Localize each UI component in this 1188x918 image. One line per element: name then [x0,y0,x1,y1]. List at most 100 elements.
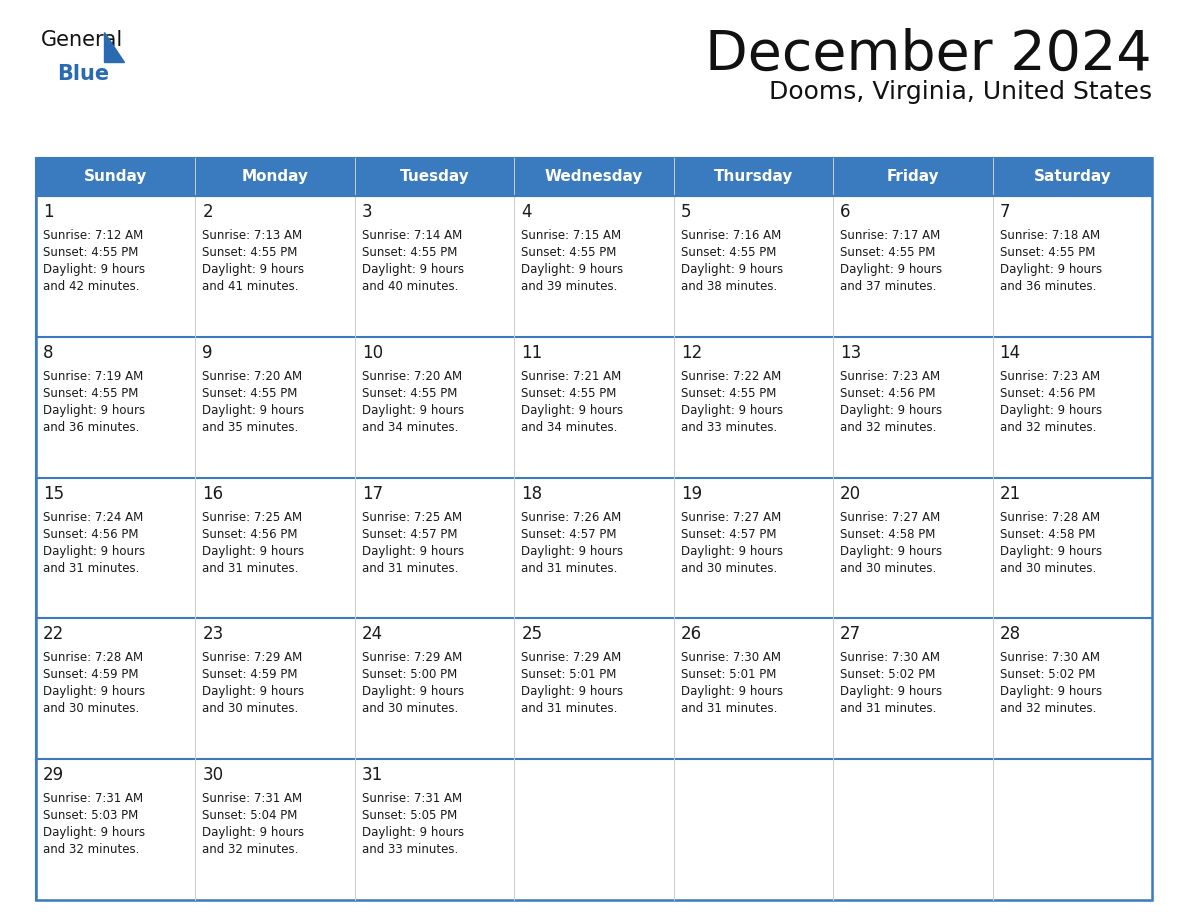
Text: 21: 21 [999,485,1020,502]
Text: Sunset: 4:58 PM: Sunset: 4:58 PM [840,528,935,541]
Text: Sunset: 5:01 PM: Sunset: 5:01 PM [681,668,776,681]
Text: Sunset: 4:55 PM: Sunset: 4:55 PM [202,246,298,259]
Bar [355,619,514,759]
Text: Daylight: 9 hours: Daylight: 9 hours [362,826,465,839]
Bar [514,759,674,900]
Text: Sunrise: 7:12 AM: Sunrise: 7:12 AM [43,229,144,242]
Text: Sunset: 4:59 PM: Sunset: 4:59 PM [43,668,139,681]
Bar [196,337,355,477]
Bar [36,337,196,477]
Text: 13: 13 [840,344,861,362]
Bar [196,759,355,900]
Bar [514,196,674,337]
Text: Saturday: Saturday [1034,170,1111,185]
Bar [36,759,196,900]
Text: Sunset: 4:55 PM: Sunset: 4:55 PM [840,246,935,259]
Text: and 31 minutes.: and 31 minutes. [362,562,459,575]
Text: Sunset: 4:58 PM: Sunset: 4:58 PM [999,528,1095,541]
Text: and 32 minutes.: and 32 minutes. [840,420,936,434]
Text: 5: 5 [681,203,691,221]
Text: Daylight: 9 hours: Daylight: 9 hours [522,544,624,557]
Text: and 32 minutes.: and 32 minutes. [43,844,139,856]
Text: Daylight: 9 hours: Daylight: 9 hours [840,263,942,276]
Text: Friday: Friday [886,170,940,185]
Text: Sunrise: 7:28 AM: Sunrise: 7:28 AM [999,510,1100,523]
Text: and 39 minutes.: and 39 minutes. [522,280,618,293]
Text: Sunrise: 7:17 AM: Sunrise: 7:17 AM [840,229,941,242]
Text: Daylight: 9 hours: Daylight: 9 hours [43,826,145,839]
Text: and 30 minutes.: and 30 minutes. [202,702,298,715]
Text: Sunset: 4:55 PM: Sunset: 4:55 PM [681,386,776,400]
Text: Blue: Blue [57,64,109,84]
Text: and 30 minutes.: and 30 minutes. [362,702,459,715]
Text: Sunset: 4:55 PM: Sunset: 4:55 PM [999,246,1095,259]
Text: and 42 minutes.: and 42 minutes. [43,280,139,293]
Text: Daylight: 9 hours: Daylight: 9 hours [522,686,624,699]
Bar [674,619,833,759]
Text: Daylight: 9 hours: Daylight: 9 hours [681,544,783,557]
Text: Daylight: 9 hours: Daylight: 9 hours [999,404,1101,417]
Text: and 37 minutes.: and 37 minutes. [840,280,936,293]
Text: and 35 minutes.: and 35 minutes. [202,420,298,434]
Text: Daylight: 9 hours: Daylight: 9 hours [681,686,783,699]
Text: and 31 minutes.: and 31 minutes. [43,562,139,575]
Text: 9: 9 [202,344,213,362]
Text: Sunset: 4:56 PM: Sunset: 4:56 PM [43,528,139,541]
Bar [196,196,355,337]
Text: Daylight: 9 hours: Daylight: 9 hours [43,263,145,276]
Bar [992,759,1152,900]
Text: Sunset: 4:56 PM: Sunset: 4:56 PM [999,386,1095,400]
Bar [833,337,992,477]
Text: 22: 22 [43,625,64,644]
Text: 28: 28 [999,625,1020,644]
Text: Sunset: 5:02 PM: Sunset: 5:02 PM [840,668,935,681]
Text: Sunset: 4:56 PM: Sunset: 4:56 PM [202,528,298,541]
Bar [355,337,514,477]
Text: Sunrise: 7:21 AM: Sunrise: 7:21 AM [522,370,621,383]
Bar [833,619,992,759]
Text: 31: 31 [362,767,383,784]
Bar [992,337,1152,477]
Text: Daylight: 9 hours: Daylight: 9 hours [202,544,304,557]
Text: Sunset: 5:02 PM: Sunset: 5:02 PM [999,668,1095,681]
Text: 30: 30 [202,767,223,784]
Text: Sunset: 4:55 PM: Sunset: 4:55 PM [681,246,776,259]
Text: and 32 minutes.: and 32 minutes. [999,702,1097,715]
Text: and 34 minutes.: and 34 minutes. [522,420,618,434]
Text: Daylight: 9 hours: Daylight: 9 hours [681,404,783,417]
Text: Sunday: Sunday [84,170,147,185]
Text: Sunrise: 7:30 AM: Sunrise: 7:30 AM [840,652,940,665]
Text: Sunset: 4:55 PM: Sunset: 4:55 PM [522,386,617,400]
Text: Sunrise: 7:22 AM: Sunrise: 7:22 AM [681,370,781,383]
Text: Daylight: 9 hours: Daylight: 9 hours [999,686,1101,699]
Text: and 33 minutes.: and 33 minutes. [681,420,777,434]
Text: and 38 minutes.: and 38 minutes. [681,280,777,293]
Text: 10: 10 [362,344,383,362]
Polygon shape [105,32,124,62]
Text: and 31 minutes.: and 31 minutes. [202,562,299,575]
Text: Sunrise: 7:29 AM: Sunrise: 7:29 AM [362,652,462,665]
Text: 19: 19 [681,485,702,502]
Bar [36,196,196,337]
Text: Tuesday: Tuesday [399,170,469,185]
Bar [36,158,1152,196]
Text: Daylight: 9 hours: Daylight: 9 hours [999,544,1101,557]
Text: Sunset: 4:59 PM: Sunset: 4:59 PM [202,668,298,681]
Text: Monday: Monday [241,170,309,185]
Text: Sunrise: 7:13 AM: Sunrise: 7:13 AM [202,229,303,242]
Text: Daylight: 9 hours: Daylight: 9 hours [202,826,304,839]
Text: Sunset: 4:55 PM: Sunset: 4:55 PM [522,246,617,259]
Text: Sunset: 4:55 PM: Sunset: 4:55 PM [362,386,457,400]
Text: and 31 minutes.: and 31 minutes. [840,702,936,715]
Text: Sunrise: 7:30 AM: Sunrise: 7:30 AM [681,652,781,665]
Text: and 30 minutes.: and 30 minutes. [999,562,1095,575]
Text: Daylight: 9 hours: Daylight: 9 hours [681,263,783,276]
Text: and 31 minutes.: and 31 minutes. [681,702,777,715]
Text: Sunset: 5:05 PM: Sunset: 5:05 PM [362,809,457,823]
Text: and 31 minutes.: and 31 minutes. [522,702,618,715]
Text: 1: 1 [43,203,53,221]
Bar [355,196,514,337]
Text: Sunrise: 7:20 AM: Sunrise: 7:20 AM [202,370,303,383]
Text: 26: 26 [681,625,702,644]
Bar [196,619,355,759]
